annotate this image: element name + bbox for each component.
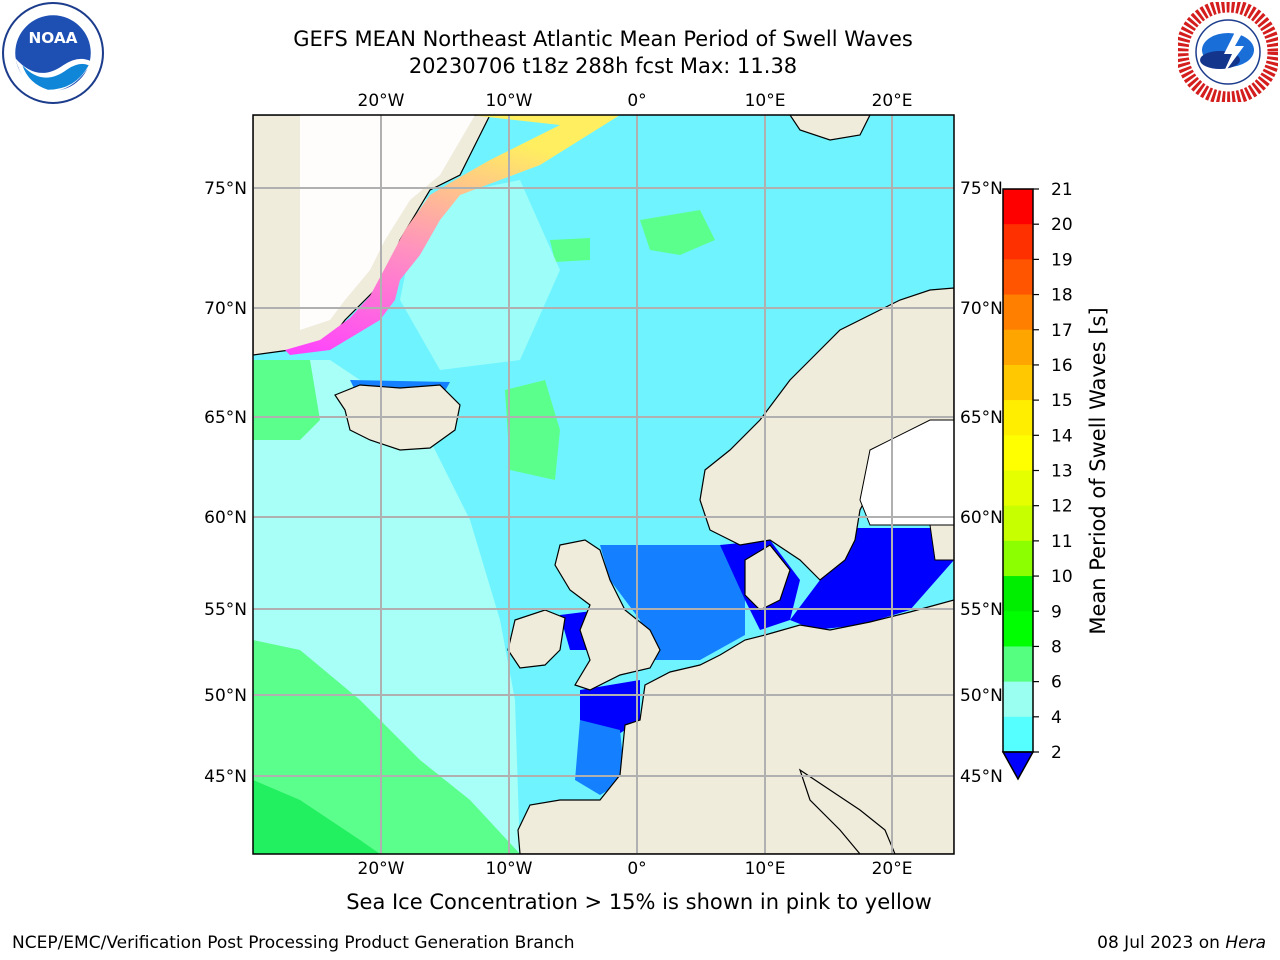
- colorbar-tick-label: 11: [1051, 532, 1073, 552]
- swell-band-10-11: [253, 780, 380, 854]
- colorbar-tick-label: 16: [1051, 356, 1073, 376]
- noaa-logo-text: NOAA: [28, 29, 77, 47]
- lat-tick-left: 55°N: [204, 600, 247, 620]
- lat-tick-right: 65°N: [960, 408, 1003, 428]
- colorbar-segment: [1003, 576, 1033, 612]
- svalbard-landmass: [789, 115, 871, 141]
- colorbar-segment: [1003, 259, 1033, 296]
- chart-subtitle: 20230706 t18z 288h fcst Max: 11.38: [408, 54, 798, 78]
- credit-host: Hera: [1225, 933, 1266, 953]
- gulf-of-bothnia: [859, 419, 954, 526]
- lon-tick-bottom: 0°: [627, 859, 646, 879]
- colorbar-tick-label: 8: [1051, 637, 1062, 657]
- map-plot-area: [253, 115, 954, 854]
- chart-title: GEFS MEAN Northeast Atlantic Mean Period…: [293, 27, 913, 51]
- swell-patch-iceland-sea: [505, 380, 560, 480]
- greenland-ice-interior: [300, 115, 475, 330]
- continental-europe-landmass: [517, 599, 954, 854]
- swell-patch-greenland-sea: [550, 238, 590, 262]
- colorbar-segment: [1003, 189, 1033, 225]
- colorbar-label: Mean Period of Swell Waves [s]: [1086, 307, 1110, 635]
- lon-tick-top: 20°W: [358, 91, 405, 111]
- colorbar-segment: [1003, 294, 1033, 331]
- lon-tick-top: 20°E: [872, 91, 913, 111]
- map-frame: [252, 114, 955, 855]
- lat-tick-right: 70°N: [960, 299, 1003, 319]
- colorbar-segment: [1003, 224, 1033, 260]
- lat-tick-right: 60°N: [960, 508, 1003, 528]
- credit-left: NCEP/EMC/Verification Post Processing Pr…: [12, 933, 575, 953]
- lat-tick-left: 60°N: [204, 508, 247, 528]
- colorbar-tick-label: 2: [1051, 743, 1062, 763]
- nws-logo: [1178, 2, 1278, 102]
- swell-band-8-9-north: [400, 180, 560, 370]
- colorbar-tick-label: 21: [1051, 180, 1073, 200]
- colorbar-tick-label: 10: [1051, 567, 1073, 587]
- colorbar-segment: [1003, 540, 1033, 577]
- colorbar-segment: [1003, 329, 1033, 366]
- lat-tick-right: 55°N: [960, 600, 1003, 620]
- swell-patch-north: [640, 210, 715, 255]
- lat-ticks-right: 75°N 70°N 65°N 60°N 55°N 50°N 45°N: [960, 179, 1003, 787]
- swell-band-9-10-south: [253, 640, 520, 854]
- noaa-logo: NOAA: [2, 2, 104, 104]
- lat-tick-right: 75°N: [960, 179, 1003, 199]
- lat-tick-left: 75°N: [204, 179, 247, 199]
- denmark-landmass: [744, 544, 791, 611]
- credit-date: 08 Jul 2023 on: [1097, 933, 1226, 953]
- sea-ice-footnote: Sea Ice Concentration > 15% is shown in …: [346, 890, 932, 914]
- colorbar-tick-label: 15: [1051, 391, 1073, 411]
- lat-tick-left: 70°N: [204, 299, 247, 319]
- colorbar-tick-label: 17: [1051, 321, 1073, 341]
- swell-band-9-10-west: [253, 360, 320, 440]
- lon-tick-top: 10°W: [486, 91, 533, 111]
- lon-tick-bottom: 10°E: [745, 859, 786, 879]
- great-britain-landmass: [554, 539, 661, 691]
- colorbar-tick-label: 20: [1051, 215, 1073, 235]
- lat-tick-left: 50°N: [204, 686, 247, 706]
- colorbar-tick-label: 12: [1051, 497, 1073, 517]
- italy-landmass: [798, 768, 896, 854]
- lon-tick-bottom: 20°E: [872, 859, 913, 879]
- credit-right: 08 Jul 2023 on Hera: [1097, 933, 1266, 953]
- lon-tick-top: 10°E: [745, 91, 786, 111]
- lat-tick-left: 65°N: [204, 408, 247, 428]
- colorbar-segment: [1003, 716, 1033, 753]
- colorbar-segment: [1003, 435, 1033, 471]
- lat-tick-right: 45°N: [960, 767, 1003, 787]
- lon-ticks-bottom: 20°W 10°W 0° 10°E 20°E: [358, 859, 913, 879]
- lat-ticks-left: 75°N 70°N 65°N 60°N 55°N 50°N 45°N: [204, 179, 247, 787]
- colorbar-segment: [1003, 505, 1033, 542]
- colorbar-tick-label: 4: [1051, 708, 1062, 728]
- colorbar-segment: [1003, 364, 1033, 401]
- finland-coast: [929, 524, 954, 561]
- colorbar-segment: [1003, 611, 1033, 647]
- lon-tick-bottom: 10°W: [486, 859, 533, 879]
- lat-tick-left: 45°N: [204, 767, 247, 787]
- colorbar-segment: [1003, 646, 1033, 683]
- colorbar-tick-label: 14: [1051, 426, 1073, 446]
- colorbar-ticks: 21 20 19 18 17 16 15 14 13 12 11 10 9 8 6 4 2: [1033, 180, 1073, 763]
- colorbar-tick-label: 9: [1051, 602, 1062, 622]
- colorbar-tick-label: 6: [1051, 673, 1062, 693]
- colorbar-tick-label: 13: [1051, 462, 1073, 482]
- colorbar-segment: [1003, 681, 1033, 718]
- lon-ticks-top: 20°W 10°W 0° 10°E 20°E: [358, 91, 913, 111]
- colorbar-tick-label: 19: [1051, 250, 1073, 270]
- colorbar-segment: [1003, 470, 1033, 507]
- colorbar-segment: [1003, 400, 1033, 436]
- graticule: [253, 115, 954, 854]
- colorbar-tick-label: 18: [1051, 286, 1073, 306]
- baltic-very-short: [790, 528, 954, 630]
- lat-tick-right: 50°N: [960, 686, 1003, 706]
- colorbar-extend-arrow: [1001, 751, 1035, 781]
- lon-tick-top: 0°: [627, 91, 646, 111]
- colorbar-segments: [1001, 188, 1035, 781]
- lon-tick-bottom: 20°W: [358, 859, 405, 879]
